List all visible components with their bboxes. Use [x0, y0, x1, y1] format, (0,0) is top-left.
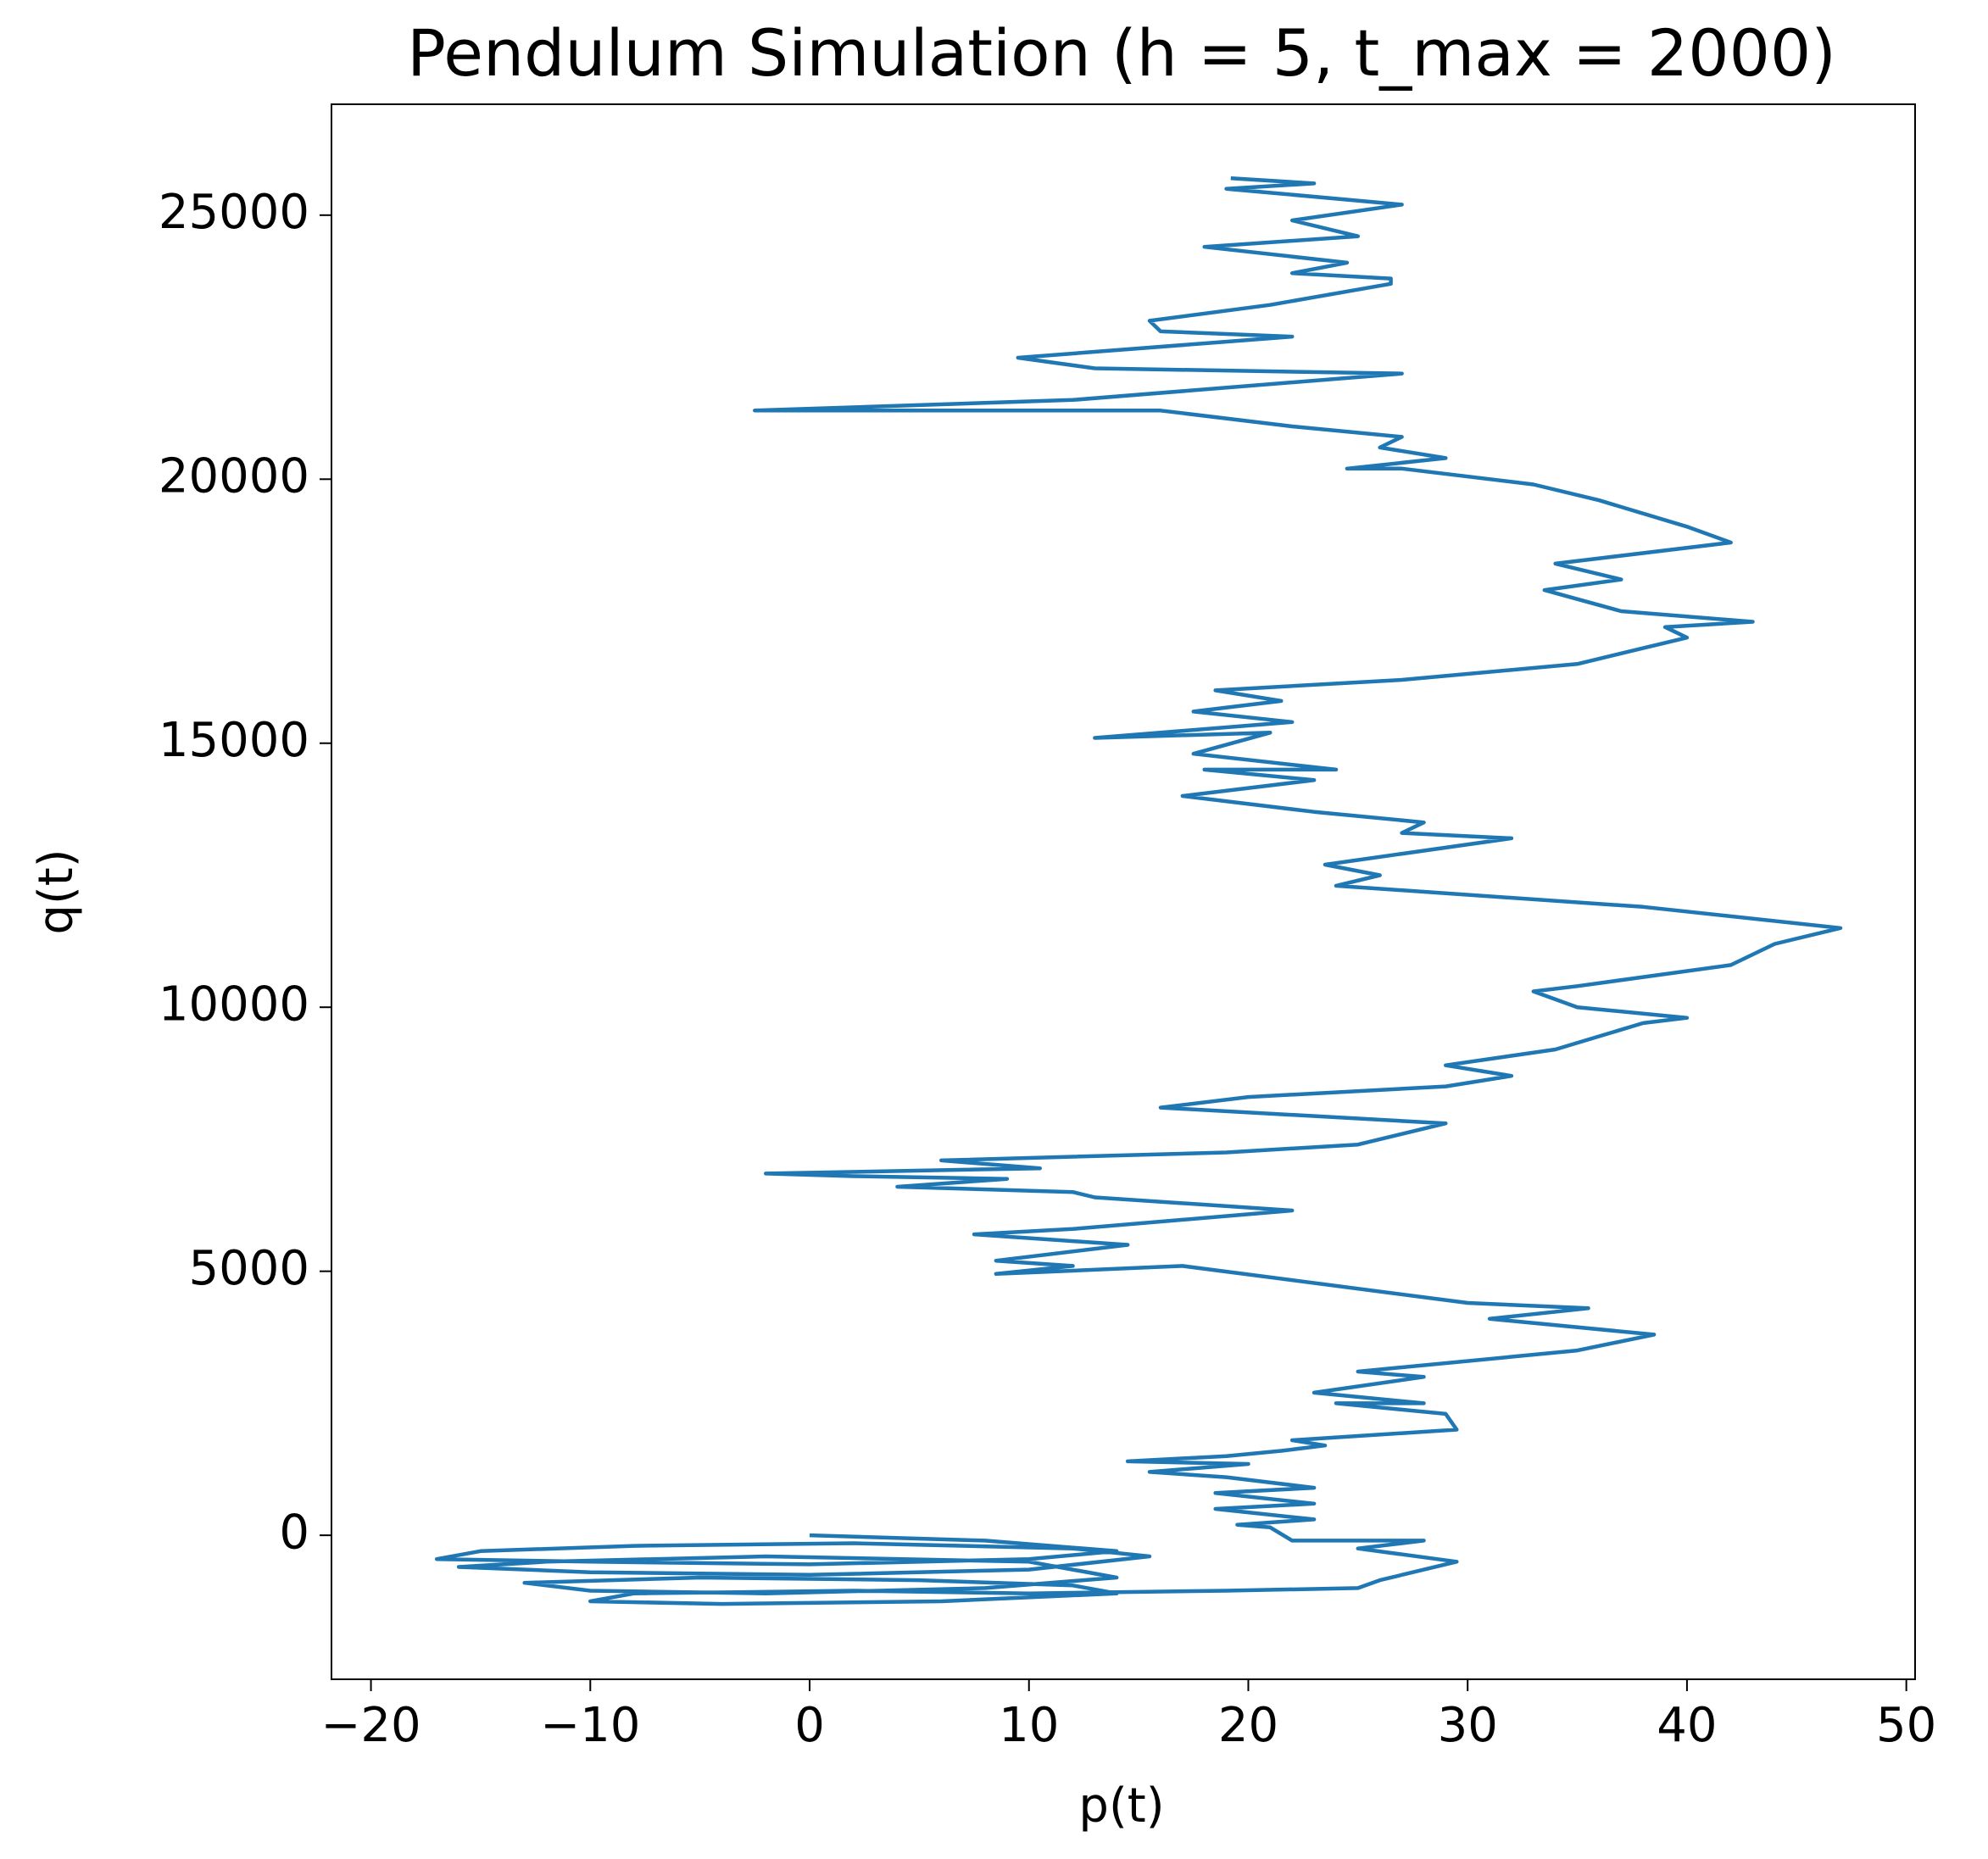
data-line — [434, 175, 1843, 1606]
x-tick-label: 20 — [1218, 1698, 1278, 1753]
y-tick-label: 15000 — [159, 713, 309, 768]
x-tick-label: 40 — [1657, 1698, 1717, 1753]
x-tick-label: −10 — [540, 1698, 640, 1753]
y-tick-label: 5000 — [188, 1241, 309, 1296]
x-tick-label: 10 — [999, 1698, 1059, 1753]
y-tick-label: 25000 — [159, 185, 309, 240]
plot-frame — [331, 103, 1916, 1680]
chart-title: Pendulum Simulation (h = 5, t_max = 2000… — [407, 15, 1836, 91]
x-tick-label: 30 — [1438, 1698, 1498, 1753]
x-tick-label: −20 — [320, 1698, 420, 1753]
y-axis-label: q(t) — [29, 849, 84, 934]
y-tick-label: 20000 — [159, 448, 309, 504]
x-axis-label: p(t) — [1078, 1778, 1164, 1834]
x-tick-label: 50 — [1876, 1698, 1936, 1753]
y-tick-label: 10000 — [159, 977, 309, 1032]
y-tick-label: 0 — [279, 1505, 309, 1560]
x-tick-label: 0 — [794, 1698, 825, 1753]
